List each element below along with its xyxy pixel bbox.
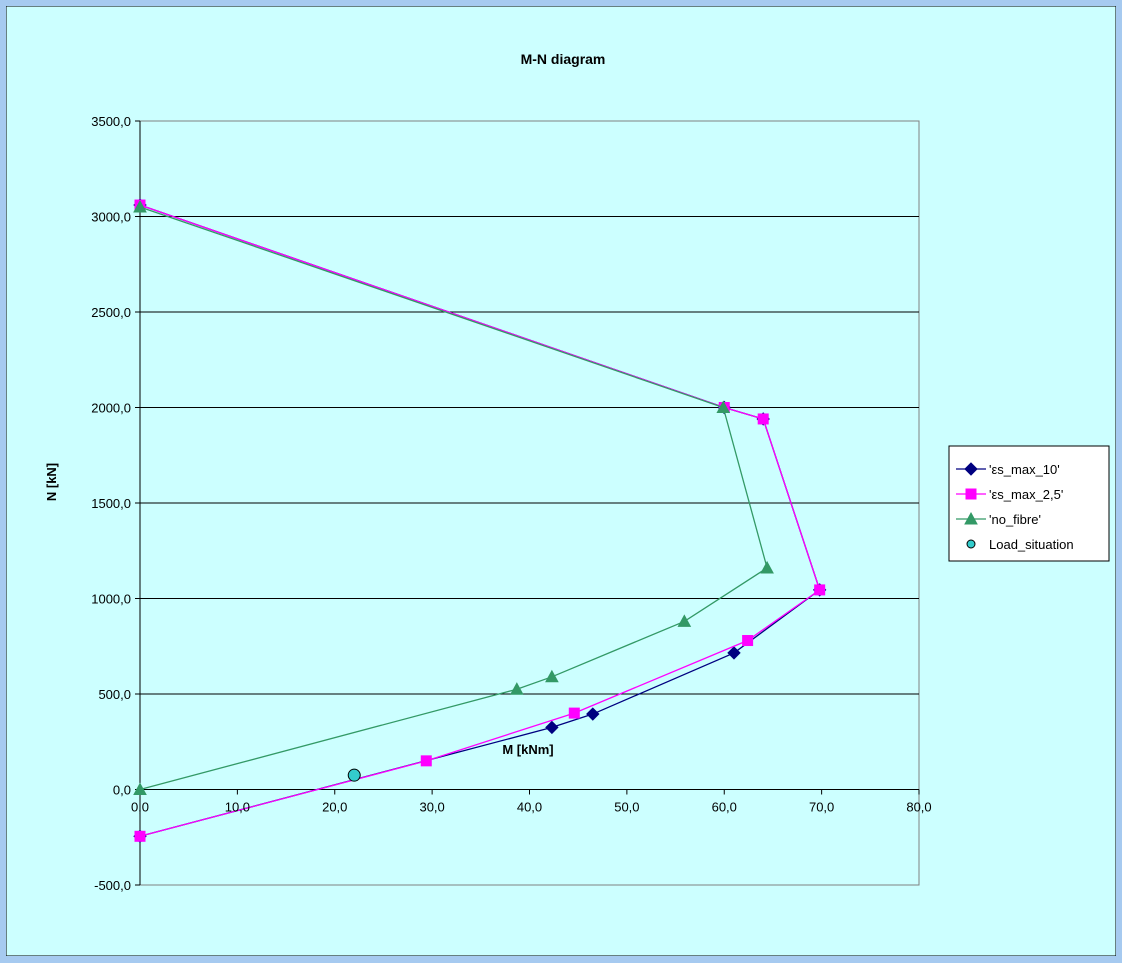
legend-label: Load_situation xyxy=(989,537,1074,552)
grid-layer xyxy=(140,216,919,790)
ticks-layer: -500,0 0,0 500,0 1000,0 1500,0 2000,0 2500,0 30… xyxy=(91,114,931,893)
y-tick-label: 3500,0 xyxy=(91,114,131,129)
data-point-diamond xyxy=(727,646,741,660)
axes-layer xyxy=(135,120,920,886)
data-point-square xyxy=(134,830,146,842)
legend: 'εs_max_10' 'εs_max_2,5' 'no_fibre' Load_si… xyxy=(948,445,1110,562)
series-line xyxy=(139,204,821,837)
data-point-diamond xyxy=(545,720,559,735)
mn-diagram-chart: -500,0 0,0 500,0 1000,0 1500,0 2000,0 2500,0 30… xyxy=(6,6,1116,956)
data-point-triangle xyxy=(545,669,559,683)
x-tick-label: 70,0 xyxy=(809,800,834,815)
x-tick-label: 10,0 xyxy=(225,800,250,815)
data-point-square xyxy=(814,584,826,596)
legend-item: 'no_fibre' xyxy=(956,511,1041,527)
legend-marker-square xyxy=(965,488,977,500)
legend-item: 'εs_max_10' xyxy=(956,462,1060,477)
legend-label: 'εs_max_2,5' xyxy=(989,487,1063,502)
series-3 xyxy=(133,199,774,795)
x-tick-label: 30,0 xyxy=(419,800,444,815)
data-point-square xyxy=(568,707,580,719)
x-tick-label: 80,0 xyxy=(906,800,931,815)
series-layer xyxy=(133,198,827,844)
x-tick-label: 40,0 xyxy=(517,800,542,815)
x-axis-title: M [kNm] xyxy=(502,742,553,757)
y-tick-label: 2000,0 xyxy=(91,401,131,416)
data-point-triangle xyxy=(509,682,524,695)
legend-item: 'εs_max_2,5' xyxy=(956,487,1063,502)
legend-label: 'εs_max_10' xyxy=(989,462,1060,477)
y-tick-label: 1000,0 xyxy=(91,592,131,607)
y-tick-label: 3000,0 xyxy=(91,210,131,225)
data-point-square xyxy=(757,413,769,425)
y-tick-label: -500,0 xyxy=(94,878,131,893)
legend-box xyxy=(948,445,1110,562)
data-point-square xyxy=(742,635,754,647)
data-point-triangle xyxy=(133,782,147,795)
y-tick-label: 1500,0 xyxy=(91,496,131,511)
legend-label: 'no_fibre' xyxy=(989,512,1041,527)
legend-marker-triangle xyxy=(964,511,978,525)
legend-item: Load_situation xyxy=(966,537,1074,552)
data-point-diamond xyxy=(586,707,600,721)
y-tick-label: 2500,0 xyxy=(91,305,131,320)
data-point-triangle xyxy=(716,400,731,413)
y-tick-label: 500,0 xyxy=(98,687,131,702)
x-tick-label: 0,0 xyxy=(131,800,149,815)
x-tick-label: 20,0 xyxy=(322,800,347,815)
data-point-circle xyxy=(347,768,361,782)
legend-marker-circle xyxy=(966,539,976,549)
y-axis-title: N [kN] xyxy=(44,463,59,501)
series-4 xyxy=(347,768,361,782)
x-tick-label: 50,0 xyxy=(614,800,639,815)
data-point-square xyxy=(420,755,432,767)
data-point-triangle xyxy=(760,560,774,574)
x-tick-label: 60,0 xyxy=(712,800,737,815)
data-point-triangle xyxy=(677,614,692,627)
y-tick-label: 0,0 xyxy=(113,783,131,798)
data-point-triangle xyxy=(133,199,147,213)
chart-title: M-N diagram xyxy=(521,51,606,67)
legend-marker-diamond xyxy=(964,462,978,476)
chart-frame: -500,0 0,0 500,0 1000,0 1500,0 2000,0 2500,0 30… xyxy=(6,6,1116,956)
